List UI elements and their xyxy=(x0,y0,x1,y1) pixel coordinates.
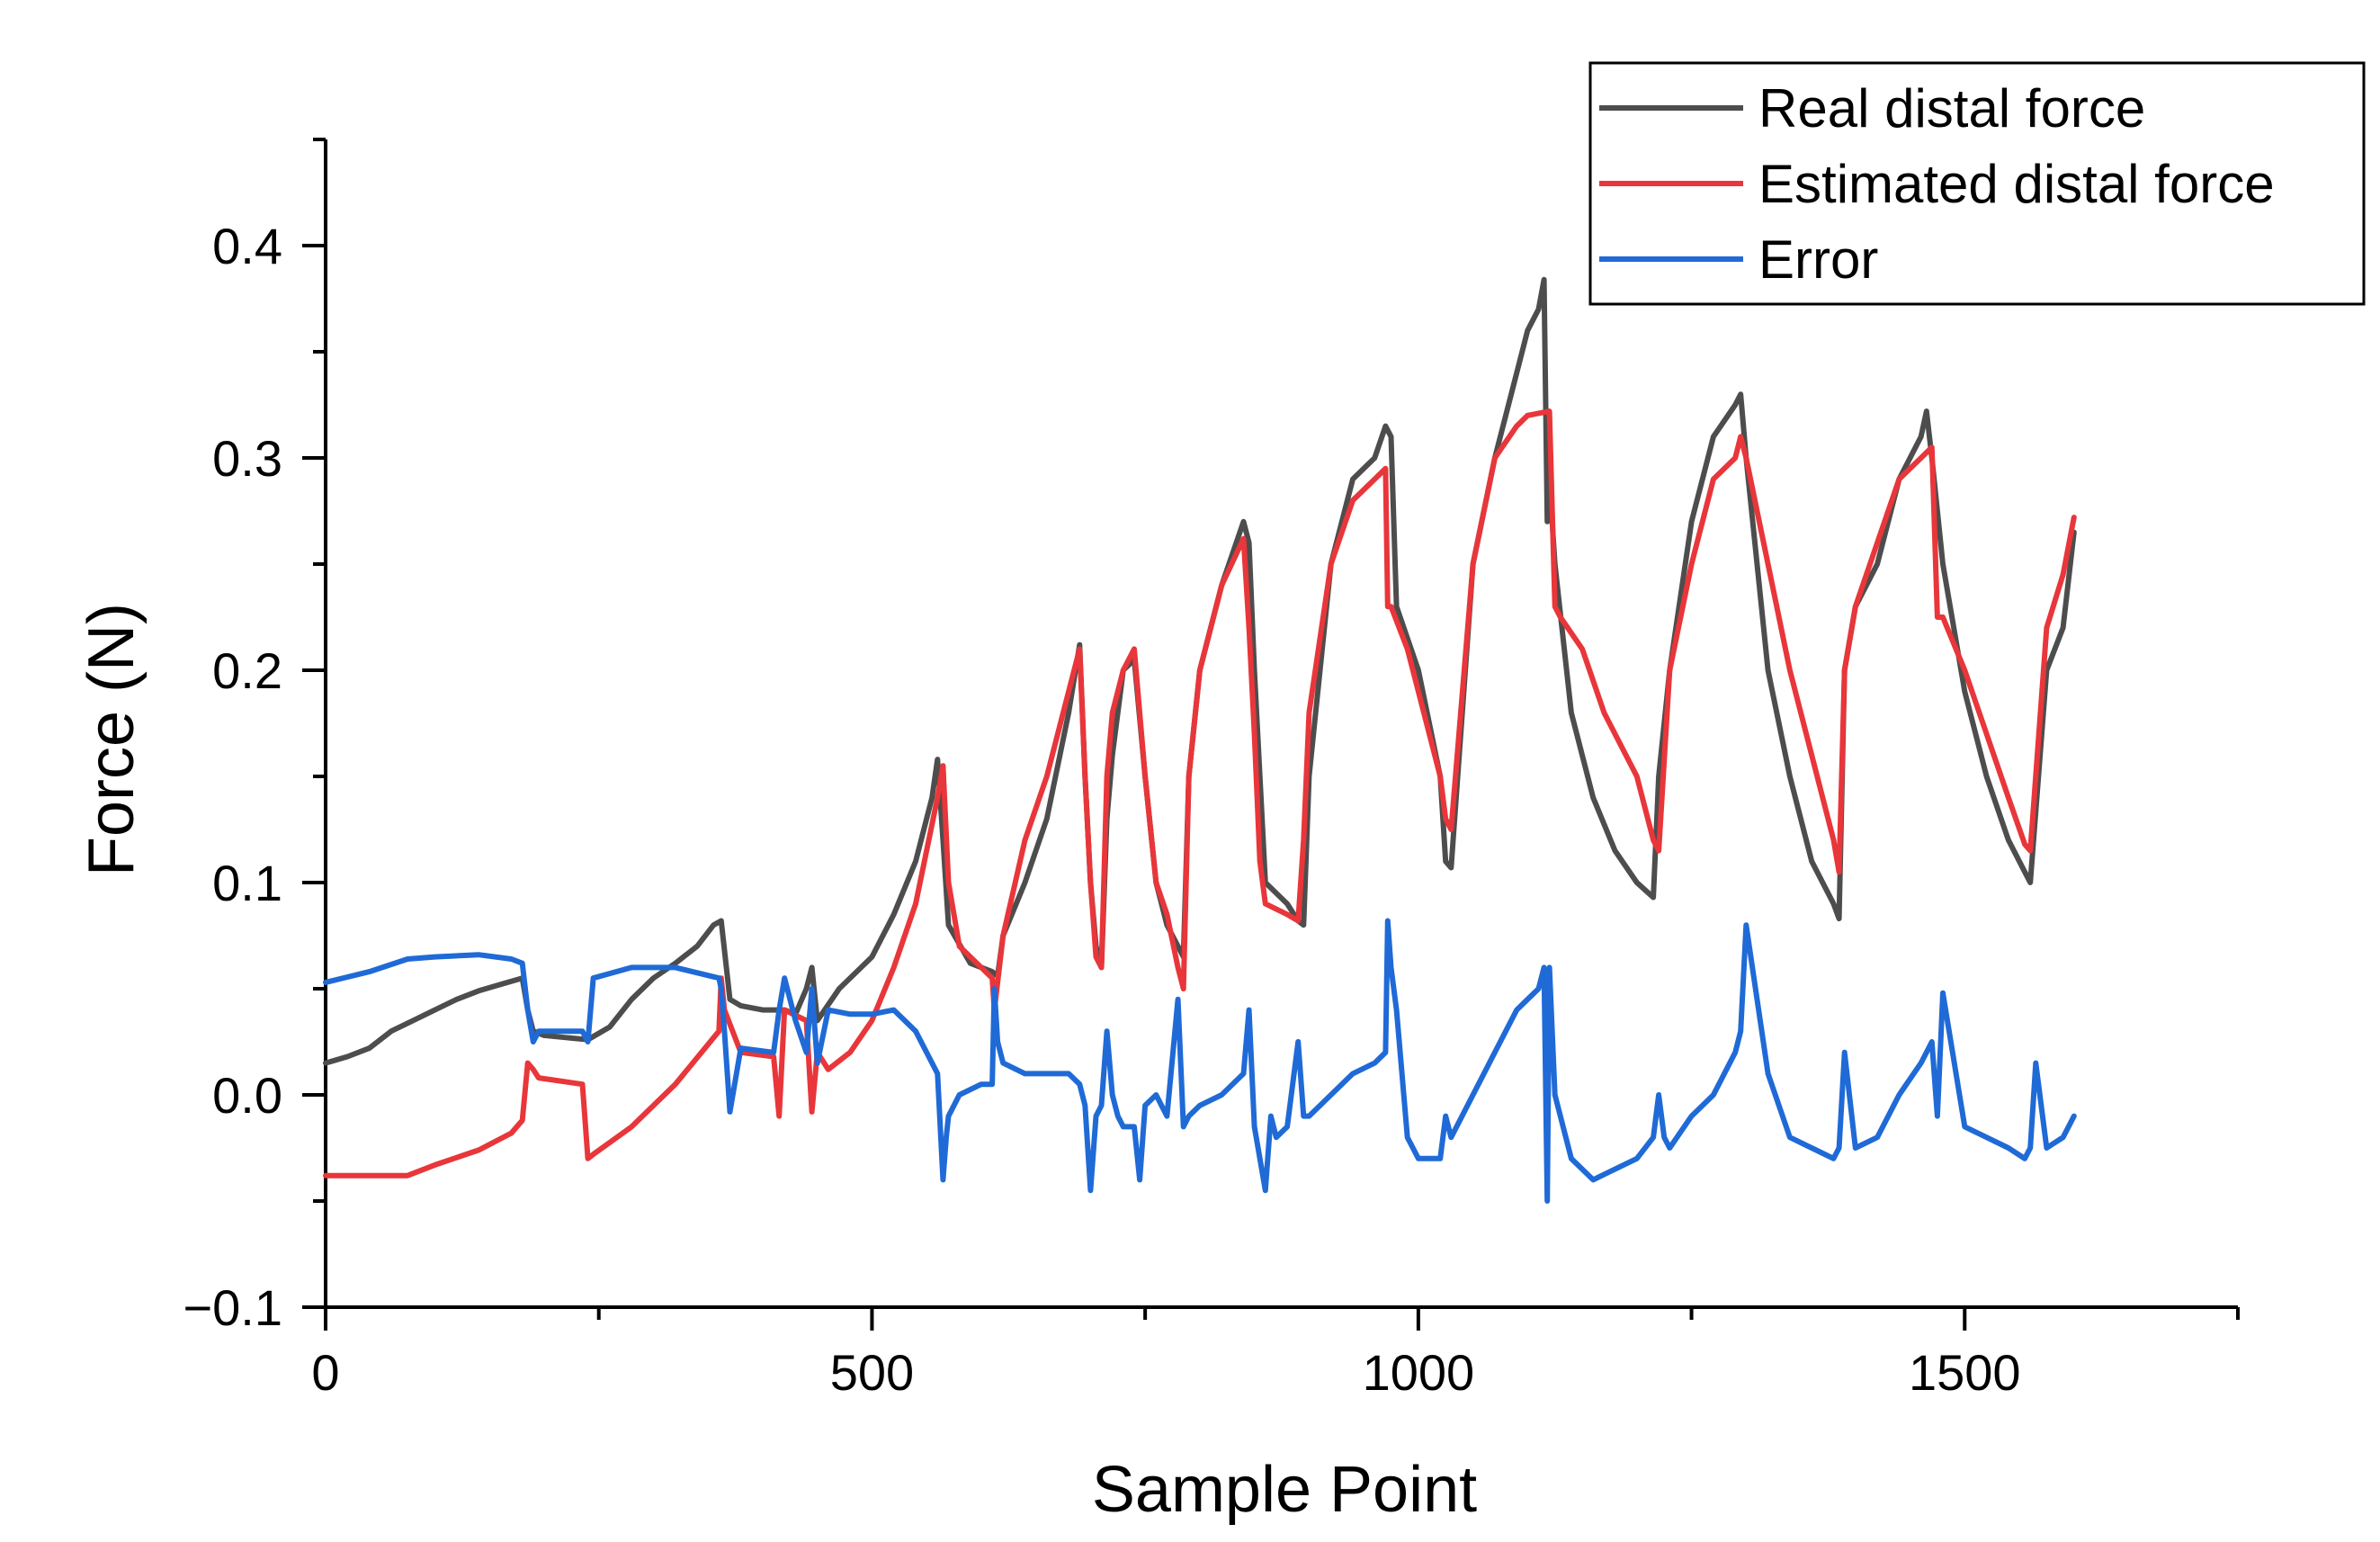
series-lines xyxy=(323,276,2077,1204)
legend-label-real-distal-force: Real distal force xyxy=(1758,78,2145,139)
legend-label-estimated-distal-force: Estimated distal force xyxy=(1758,154,2275,214)
series-line-error xyxy=(323,918,2077,1204)
x-tick-label: 1000 xyxy=(1363,1344,1475,1401)
legend: Real distal force Estimated distal force E… xyxy=(1588,61,2366,306)
y-tick-label: −0.1 xyxy=(183,1279,282,1336)
y-tick-label: 0.2 xyxy=(212,642,282,699)
y-tick-label: 0.1 xyxy=(212,855,282,911)
y-tick-label: 0.3 xyxy=(212,430,282,487)
y-tick-label: 0.4 xyxy=(212,218,282,274)
x-tick-label: 0 xyxy=(311,1344,339,1401)
y-tick-label: 0.0 xyxy=(212,1067,282,1124)
x-tick-label: 1500 xyxy=(1909,1344,2021,1401)
axes: 0 500 1000 1500 −0.1 0.0 0.1 0.2 0.3 0.4 xyxy=(183,138,2240,1401)
y-axis-title: Force (N) xyxy=(76,603,148,876)
legend-label-error: Error xyxy=(1758,229,1878,290)
series-line-estimated-distal-force xyxy=(323,408,2077,1179)
x-axis-title: Sample Point xyxy=(1092,1454,1477,1526)
x-tick-label: 500 xyxy=(830,1344,914,1401)
